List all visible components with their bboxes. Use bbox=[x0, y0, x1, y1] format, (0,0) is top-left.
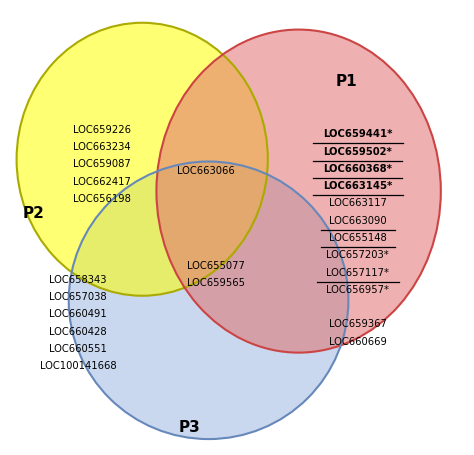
Text: LOC660491: LOC660491 bbox=[49, 309, 107, 319]
Text: LOC657117*: LOC657117* bbox=[327, 268, 389, 278]
Text: LOC660669: LOC660669 bbox=[329, 337, 387, 347]
Text: LOC659441*: LOC659441* bbox=[323, 129, 392, 139]
Text: LOC663066: LOC663066 bbox=[177, 166, 235, 176]
Text: LOC662417: LOC662417 bbox=[73, 177, 131, 187]
Text: P3: P3 bbox=[179, 420, 201, 435]
Text: LOC663145*: LOC663145* bbox=[323, 181, 392, 191]
Text: LOC655077: LOC655077 bbox=[187, 261, 245, 271]
Text: LOC656198: LOC656198 bbox=[73, 194, 131, 204]
Text: LOC100141668: LOC100141668 bbox=[40, 361, 117, 371]
Ellipse shape bbox=[69, 162, 348, 439]
Text: P1: P1 bbox=[335, 75, 357, 89]
Text: LOC657203*: LOC657203* bbox=[327, 250, 389, 260]
Text: LOC659502*: LOC659502* bbox=[323, 147, 392, 157]
Text: LOC663090: LOC663090 bbox=[329, 216, 387, 226]
Text: LOC660428: LOC660428 bbox=[49, 327, 107, 337]
Text: LOC658343: LOC658343 bbox=[49, 275, 107, 285]
Text: LOC660551: LOC660551 bbox=[49, 344, 107, 354]
Text: LOC657038: LOC657038 bbox=[49, 292, 107, 302]
Text: LOC655148: LOC655148 bbox=[329, 233, 387, 243]
Text: LOC659367: LOC659367 bbox=[329, 319, 387, 329]
Text: LOC659565: LOC659565 bbox=[187, 278, 245, 288]
Text: LOC663234: LOC663234 bbox=[73, 142, 131, 152]
Text: LOC659087: LOC659087 bbox=[73, 159, 131, 169]
Text: LOC656957*: LOC656957* bbox=[327, 285, 389, 295]
Text: LOC660368*: LOC660368* bbox=[323, 164, 392, 174]
Text: LOC663117: LOC663117 bbox=[329, 198, 387, 208]
Text: LOC659226: LOC659226 bbox=[73, 125, 131, 135]
Ellipse shape bbox=[156, 30, 441, 353]
Text: P2: P2 bbox=[22, 207, 44, 221]
Ellipse shape bbox=[17, 23, 268, 296]
